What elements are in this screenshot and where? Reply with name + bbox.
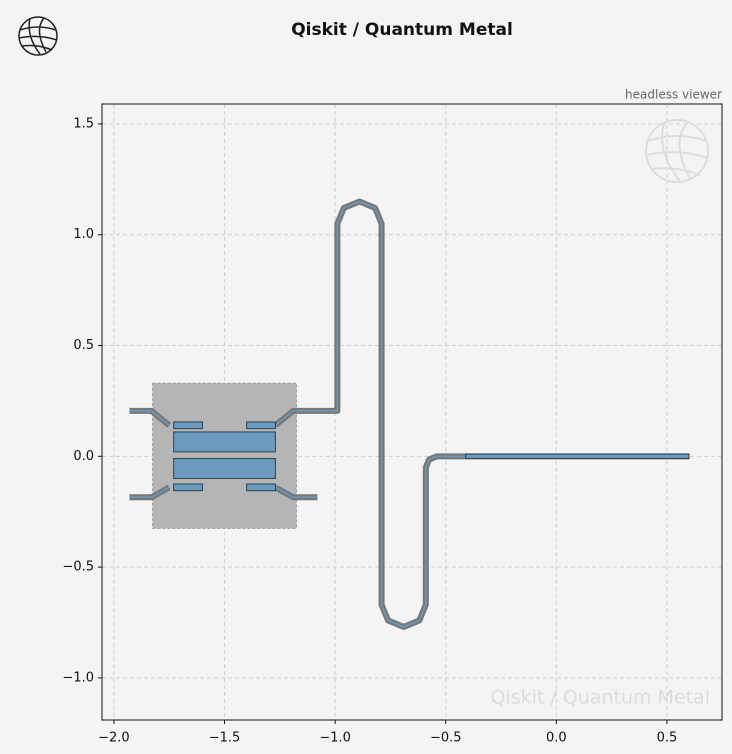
x-tick-label: −2.0 [98, 731, 130, 746]
cpw-center [129, 410, 170, 426]
y-tick-label: 0.5 [73, 338, 94, 353]
metal-pad [246, 421, 276, 430]
subtitle: headless viewer [625, 88, 722, 102]
y-tick-label: −1.0 [62, 670, 94, 685]
cpw-center [275, 486, 318, 499]
cpw-center [129, 486, 170, 499]
plot-area [102, 104, 722, 720]
x-tick-label: 0.5 [657, 731, 678, 746]
cpw-center [274, 200, 690, 628]
x-tick-label: −1.5 [209, 731, 241, 746]
metal-pad [173, 483, 203, 492]
x-tick-label: −1.0 [319, 731, 351, 746]
y-tick-label: −0.5 [62, 560, 94, 575]
y-tick-label: 1.5 [73, 116, 94, 131]
x-tick-label: −0.5 [430, 731, 462, 746]
x-tick-label: 0.0 [546, 731, 567, 746]
metal-pad [465, 453, 690, 460]
y-tick-label: 1.0 [73, 227, 94, 242]
logo [18, 16, 58, 56]
metal-pad [173, 431, 276, 453]
chart-title: Qiskit / Quantum Metal [291, 20, 513, 40]
axes-frame [101, 103, 723, 721]
y-tick-label: 0.0 [73, 449, 94, 464]
watermark-logo [645, 119, 709, 183]
metal-pad [246, 483, 276, 492]
metal-pad [173, 458, 276, 479]
metal-pad [173, 421, 203, 430]
qubit-pocket [152, 382, 297, 529]
watermark: Qiskit / Quantum Metal [490, 687, 710, 709]
